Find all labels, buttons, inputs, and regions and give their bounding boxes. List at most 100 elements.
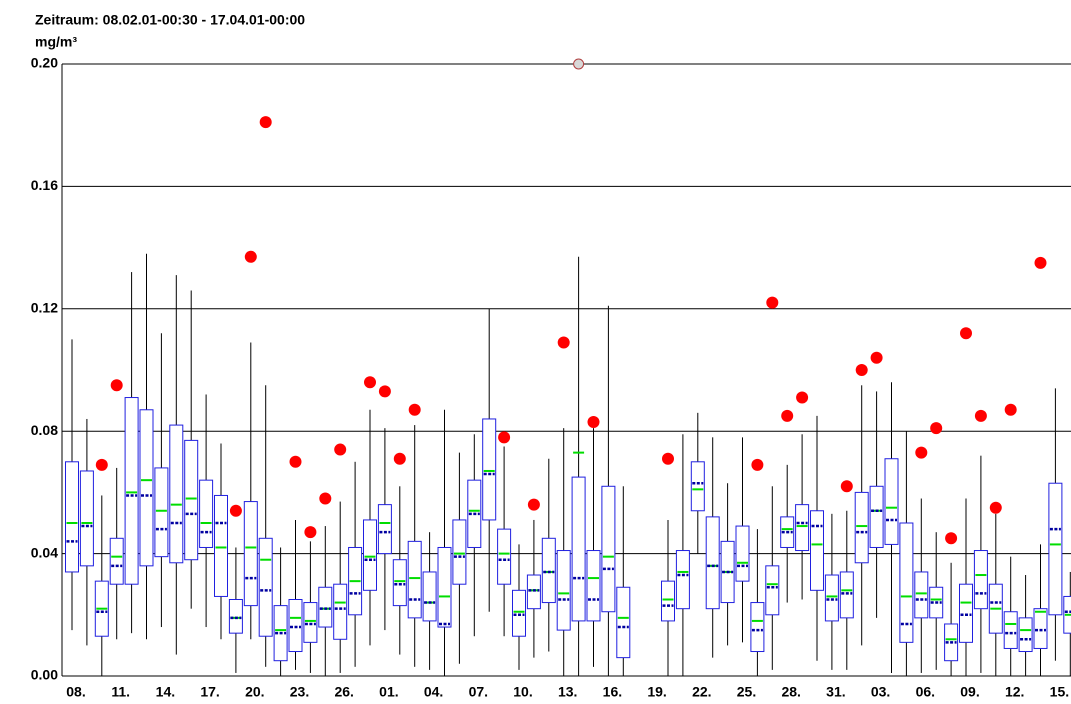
box xyxy=(1003,611,1018,649)
outlier xyxy=(796,391,809,404)
box xyxy=(124,397,139,585)
box xyxy=(556,550,571,631)
outlier xyxy=(1034,256,1047,269)
outlier xyxy=(662,452,674,465)
box xyxy=(675,550,690,610)
x-tick-label: 06. xyxy=(916,684,935,700)
x-tick-label: 10. xyxy=(513,684,532,700)
box xyxy=(422,571,437,622)
box xyxy=(243,501,258,607)
x-tick-label: 01. xyxy=(379,684,398,700)
outlier xyxy=(229,504,242,517)
outlier xyxy=(930,422,943,435)
outlier xyxy=(573,58,585,70)
x-tick-label: 22. xyxy=(692,684,711,700)
box xyxy=(601,485,616,613)
y-tick-label: 0.04 xyxy=(31,544,58,560)
box xyxy=(824,574,839,622)
box xyxy=(199,479,214,548)
box xyxy=(914,571,929,619)
x-tick-label: 28. xyxy=(781,684,800,700)
box xyxy=(869,485,884,548)
outlier xyxy=(870,351,883,364)
box xyxy=(1033,608,1048,649)
y-tick-label: 0.16 xyxy=(31,177,58,193)
box xyxy=(303,602,318,643)
x-tick-label: 23. xyxy=(290,684,309,700)
outlier xyxy=(304,526,317,539)
box xyxy=(586,550,601,622)
box xyxy=(616,586,631,659)
outlier xyxy=(766,296,779,309)
box xyxy=(65,461,79,573)
y-tick-label: 0.12 xyxy=(31,300,58,316)
x-tick-label: 26. xyxy=(334,684,353,700)
box xyxy=(377,504,392,555)
x-tick-label: 16. xyxy=(603,684,622,700)
box xyxy=(154,467,169,558)
outlier xyxy=(1004,403,1017,416)
box xyxy=(765,565,780,616)
box xyxy=(839,571,854,619)
y-tick-label: 0.20 xyxy=(31,55,58,71)
box xyxy=(810,510,824,591)
outlier xyxy=(289,455,302,468)
box xyxy=(541,537,556,604)
box xyxy=(1048,482,1063,616)
box xyxy=(79,470,94,567)
outlier xyxy=(364,376,376,389)
outlier xyxy=(393,452,406,465)
y-axis-label: mg/m³ xyxy=(35,34,77,50)
box xyxy=(109,537,124,585)
outlier xyxy=(855,364,868,376)
y-tick-label: 0.00 xyxy=(31,667,58,683)
box xyxy=(407,540,422,619)
box xyxy=(526,574,541,610)
outlier xyxy=(587,416,600,429)
box xyxy=(288,599,303,653)
outlier xyxy=(945,532,958,545)
box xyxy=(482,418,497,521)
outlier xyxy=(244,250,257,263)
x-tick-label: 25. xyxy=(737,684,756,700)
outlier xyxy=(319,492,332,505)
y-tick-label: 0.08 xyxy=(31,422,58,438)
box xyxy=(512,589,526,637)
box xyxy=(452,519,467,585)
x-tick-label: 13. xyxy=(558,684,577,700)
x-tick-label: 07. xyxy=(469,684,488,700)
outlier xyxy=(781,409,794,422)
outlier xyxy=(557,336,570,349)
box xyxy=(333,583,348,640)
box xyxy=(854,491,869,564)
outlier xyxy=(378,385,391,398)
x-tick-label: 17. xyxy=(200,684,219,700)
box xyxy=(318,586,333,628)
x-tick-label: 31. xyxy=(826,684,845,700)
x-tick-label: 12. xyxy=(1005,684,1024,700)
box xyxy=(1018,617,1033,653)
outlier xyxy=(974,409,987,422)
x-tick-label: 03. xyxy=(871,684,890,700)
box xyxy=(690,461,705,512)
box xyxy=(184,439,199,561)
outlier xyxy=(498,431,511,444)
x-tick-label: 15. xyxy=(1050,684,1069,700)
outlier xyxy=(334,443,347,456)
outlier xyxy=(110,379,123,392)
box xyxy=(214,494,228,597)
box xyxy=(363,519,377,591)
box xyxy=(661,580,675,622)
box xyxy=(899,522,914,643)
box xyxy=(705,516,720,610)
box xyxy=(437,546,452,628)
box xyxy=(571,476,586,622)
box xyxy=(497,528,512,585)
x-tick-label: 09. xyxy=(960,684,979,700)
outlier xyxy=(960,327,972,340)
x-tick-label: 14. xyxy=(156,684,175,700)
outlier xyxy=(259,116,272,129)
x-tick-label: 19. xyxy=(647,684,666,700)
outlier xyxy=(751,458,764,471)
